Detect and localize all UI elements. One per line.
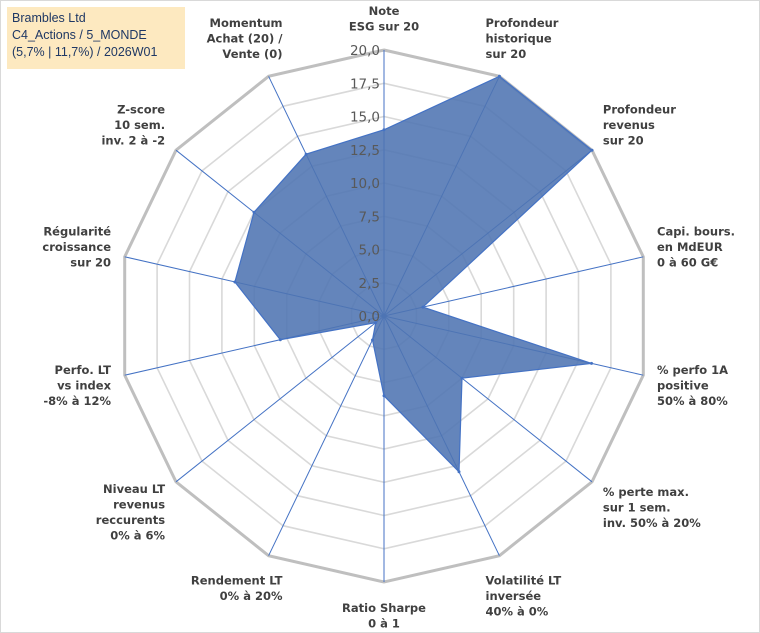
axis-label-line: Z-score	[117, 103, 165, 117]
axis-label-line: -8% à 12%	[43, 394, 111, 408]
axis-label-line: sur 20	[603, 134, 644, 148]
axis-label-line: 0% à 20%	[220, 589, 283, 603]
tick-label-3: 7,5	[359, 209, 380, 225]
axis-label-line: historique	[486, 32, 552, 46]
data-point-10	[374, 321, 378, 325]
axis-label-line: reccurents	[96, 513, 165, 527]
axis-label-line: inv. 2 à -2	[101, 134, 165, 148]
axis-label-line: 0 à 1	[368, 617, 400, 631]
axis-label-12: Régularité croissance sur 20	[42, 224, 111, 269]
axis-label-3: Profondeur revenus sur 20	[603, 103, 676, 148]
tick-label-8: 20,0	[350, 43, 380, 59]
data-point-5	[590, 361, 593, 365]
tick-label-6: 15,0	[350, 110, 380, 126]
axis-label-line: % perte max.	[603, 485, 689, 499]
axis-label-line: inv. 50% à 20%	[603, 516, 701, 530]
axis-label-10: Niveau LT revenus reccurents 0% à 6%	[96, 482, 166, 543]
data-point-11	[278, 338, 282, 342]
data-point-13	[252, 210, 256, 214]
data-point-3	[590, 148, 594, 152]
tick-label-7: 17,5	[350, 76, 380, 92]
data-point-9	[371, 338, 374, 342]
data-point-14	[304, 152, 308, 156]
axis-label-9: Rendement LT 0% à 20%	[191, 573, 283, 603]
axis-label-line: revenus	[113, 497, 165, 511]
axis-label-14: Momentum Achat (20) / Vente (0)	[207, 16, 284, 61]
axis-label-8: Ratio Sharpe 0 à 1	[342, 601, 426, 631]
axis-label-line: Vente (0)	[222, 47, 282, 61]
data-point-7	[457, 470, 461, 474]
axis-label-1: Note ESG sur 20	[349, 4, 419, 34]
axis-label-line: vs index	[57, 379, 112, 393]
axis-label-13: Z-score 10 sem. inv. 2 à -2	[101, 103, 165, 148]
tick-label-2: 5,0	[359, 243, 380, 259]
axis-label-line: croissance	[42, 240, 111, 254]
data-point-8	[382, 394, 386, 398]
axis-label-line: Achat (20) /	[207, 32, 284, 46]
axis-label-11: Perfo. LT vs index -8% à 12%	[43, 363, 111, 408]
axis-label-line: Capi. bours.	[657, 224, 735, 238]
title-period: (5,7% | 11,7%) / 2026W01	[12, 45, 158, 59]
axis-label-5: % perfo 1A positive 50% à 80%	[657, 363, 728, 408]
axis-label-4: Capi. bours. en MdEUR 0 à 60 G€	[657, 224, 735, 269]
chart-title-box: Brambles Ltd C4_Actions / 5_MONDE (5,7% …	[7, 7, 185, 69]
axis-label-line: revenus	[603, 118, 655, 132]
axis-label-line: Profondeur	[603, 103, 676, 117]
axis-label-7: Volatilité LT inversée 40% à 0%	[486, 573, 562, 618]
tick-label-1: 2,5	[359, 276, 380, 292]
title-category: C4_Actions / 5_MONDE	[12, 28, 147, 42]
data-point-12	[233, 280, 237, 284]
title-company: Brambles Ltd	[12, 11, 86, 25]
axis-label-line: sur 20	[486, 47, 527, 61]
tick-label-0: 0,0	[359, 309, 380, 325]
axis-label-line: sur 20	[70, 255, 111, 269]
axis-label-6: % perte max. sur 1 sem. inv. 50% à 20%	[603, 485, 701, 530]
axis-label-line: Momentum	[210, 16, 283, 30]
axis-label-line: Perfo. LT	[55, 363, 112, 377]
axis-label-line: ESG sur 20	[349, 20, 419, 34]
axis-spoke-4	[383, 256, 644, 317]
axis-label-line: Niveau LT	[103, 482, 165, 496]
axis-label-line: positive	[657, 379, 709, 393]
data-point-1	[382, 128, 386, 132]
series-area	[234, 75, 593, 474]
data-point-4	[421, 305, 425, 309]
axis-label-line: Ratio Sharpe	[342, 601, 426, 615]
tick-label-4: 10,0	[350, 176, 380, 192]
axis-label-line: Profondeur	[486, 16, 559, 30]
axis-label-line: Volatilité LT	[486, 573, 562, 587]
axis-spoke-9	[268, 315, 385, 556]
axis-label-line: 40% à 0%	[486, 604, 549, 618]
axis-label-line: 50% à 80%	[657, 394, 728, 408]
data-point-2	[497, 74, 501, 78]
axis-label-line: en MdEUR	[657, 240, 723, 254]
axis-label-line: 0 à 60 G€	[657, 255, 718, 269]
axis-label-line: Régularité	[43, 224, 111, 238]
axis-label-line: sur 1 sem.	[603, 500, 671, 514]
axis-label-line: % perfo 1A	[657, 363, 728, 377]
axis-spoke-10	[175, 315, 385, 483]
axis-label-line: inversée	[486, 589, 542, 603]
axis-label-line: 10 sem.	[114, 118, 165, 132]
axis-label-line: 0% à 6%	[110, 528, 165, 542]
tick-label-5: 12,5	[350, 143, 380, 159]
axis-label-line: Note	[369, 4, 400, 18]
axis-label-2: Profondeur historique sur 20	[486, 16, 559, 61]
axis-label-line: Rendement LT	[191, 573, 283, 587]
data-point-6	[460, 376, 464, 380]
